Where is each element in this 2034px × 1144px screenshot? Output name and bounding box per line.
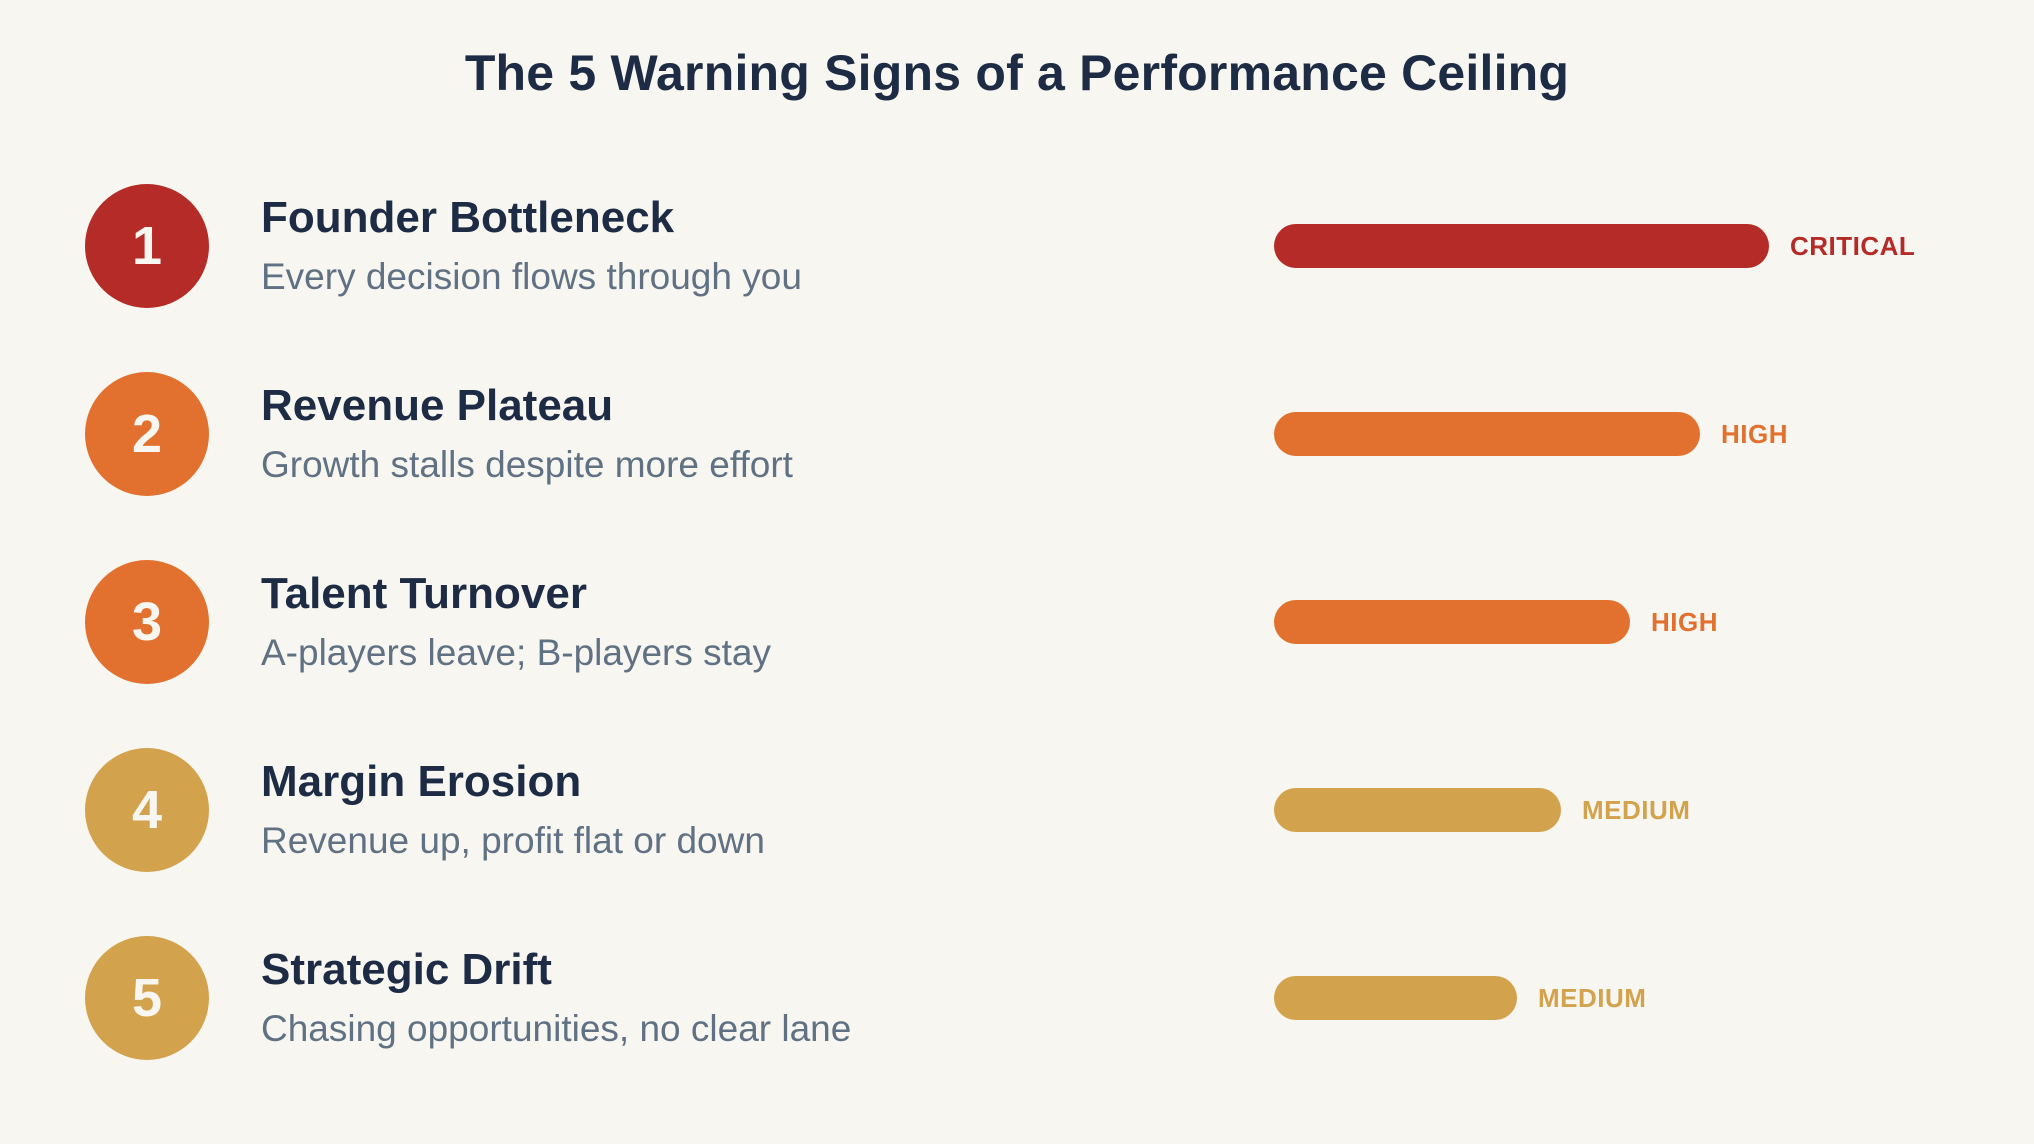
step-number: 5 xyxy=(131,968,163,1028)
sign-text-block: Strategic Drift Chasing opportunities, n… xyxy=(261,946,1274,1049)
severity-bar xyxy=(1274,600,1630,644)
severity-label: CRITICAL xyxy=(1790,230,1916,261)
warning-sign-row-2: 2 Revenue Plateau Growth stalls despite … xyxy=(0,340,2034,528)
step-number-badge: 5 xyxy=(85,936,209,1060)
step-number-badge: 4 xyxy=(85,748,209,872)
sign-description: Revenue up, profit flat or down xyxy=(261,819,765,861)
step-number: 3 xyxy=(131,592,163,652)
sign-description: Chasing opportunities, no clear lane xyxy=(261,1007,852,1049)
warning-signs-list: 1 Founder Bottleneck Every decision flow… xyxy=(0,152,2034,1092)
sign-description: A-players leave; B-players stay xyxy=(261,631,771,673)
sign-text-block: Talent Turnover A-players leave; B-playe… xyxy=(261,570,1274,673)
sign-title: Revenue Plateau xyxy=(261,381,614,431)
sign-description: Growth stalls despite more effort xyxy=(261,443,793,485)
sign-text-block: Founder Bottleneck Every decision flows … xyxy=(261,194,1274,297)
severity-bar-group: MEDIUM xyxy=(1274,976,1646,1020)
severity-label: HIGH xyxy=(1651,606,1718,637)
warning-sign-row-4: 4 Margin Erosion Revenue up, profit flat… xyxy=(0,716,2034,904)
step-number-badge: 3 xyxy=(85,560,209,684)
severity-label: HIGH xyxy=(1721,418,1788,449)
step-number-badge: 2 xyxy=(85,372,209,496)
warning-sign-row-3: 3 Talent Turnover A-players leave; B-pla… xyxy=(0,528,2034,716)
sign-description: Every decision flows through you xyxy=(261,255,802,297)
severity-bar-group: CRITICAL xyxy=(1274,224,1915,268)
sign-title: Margin Erosion xyxy=(261,757,582,807)
step-number: 2 xyxy=(131,404,163,464)
sign-text-block: Revenue Plateau Growth stalls despite mo… xyxy=(261,382,1274,485)
severity-bar xyxy=(1274,412,1700,456)
severity-bar xyxy=(1274,788,1561,832)
sign-text-block: Margin Erosion Revenue up, profit flat o… xyxy=(261,758,1274,861)
severity-bar xyxy=(1274,224,1769,268)
page-title: The 5 Warning Signs of a Performance Cei… xyxy=(464,45,1570,101)
severity-label: MEDIUM xyxy=(1582,794,1691,825)
severity-bar-group: HIGH xyxy=(1274,412,1788,456)
severity-bar xyxy=(1274,976,1517,1020)
sign-title: Talent Turnover xyxy=(261,569,587,619)
warning-sign-row-1: 1 Founder Bottleneck Every decision flow… xyxy=(0,152,2034,340)
severity-label: MEDIUM xyxy=(1538,982,1647,1013)
severity-bar-group: HIGH xyxy=(1274,600,1718,644)
step-number-badge: 1 xyxy=(85,184,209,308)
step-number: 4 xyxy=(131,780,163,840)
step-number: 1 xyxy=(131,216,163,276)
sign-title: Founder Bottleneck xyxy=(261,193,675,243)
warning-sign-row-5: 5 Strategic Drift Chasing opportunities,… xyxy=(0,904,2034,1092)
severity-bar-group: MEDIUM xyxy=(1274,788,1690,832)
sign-title: Strategic Drift xyxy=(261,945,552,995)
